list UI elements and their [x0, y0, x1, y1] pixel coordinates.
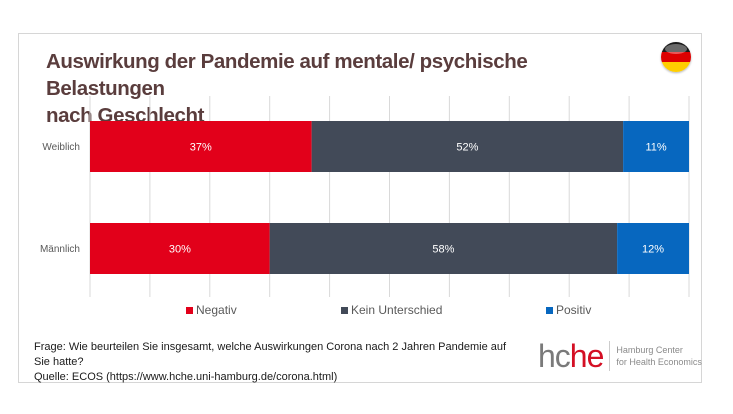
- data-label: 11%: [645, 142, 666, 154]
- legend-item-positiv: Positiv: [546, 303, 591, 317]
- logo-text-line-2: for Health Economics: [616, 357, 702, 367]
- data-label: 58%: [432, 244, 454, 256]
- logo-mark: hche: [538, 338, 604, 374]
- logo-divider: [609, 341, 611, 371]
- legend-label-positiv: Positiv: [556, 303, 592, 317]
- source-line: Quelle: ECOS (https://www.hche.uni-hambu…: [34, 371, 338, 383]
- category-label: Weiblich: [42, 142, 80, 153]
- question-line-2: Sie hatte?: [34, 356, 84, 368]
- data-label: 12%: [642, 244, 664, 256]
- category-labels: Weiblich Männlich: [40, 142, 80, 255]
- bar-segment: [269, 223, 618, 274]
- legend-item-kein-unterschied: Kein Unterschied: [341, 303, 442, 317]
- bars: 37% 52% 11% 30% 58% 12%: [90, 121, 689, 274]
- hche-logo: hche Hamburg Center for Health Economics: [538, 340, 702, 372]
- chart-frame: [18, 33, 702, 383]
- bar-segment: [90, 223, 270, 274]
- data-label: 37%: [190, 142, 212, 154]
- legend-label-negativ: Negativ: [196, 303, 237, 317]
- legend-swatch-kein-unterschied: [341, 306, 348, 314]
- data-label: 30%: [169, 244, 191, 256]
- bar-segment: [623, 121, 689, 172]
- title-line-1: Auswirkung der Pandemie auf mentale/ psy…: [46, 50, 528, 100]
- germany-flag-icon: [661, 42, 691, 72]
- legend-swatch-negativ: [186, 306, 193, 314]
- legend-label-kein-unterschied: Kein Unterschied: [351, 303, 443, 317]
- logo-text-line-1: Hamburg Center: [616, 345, 683, 355]
- data-label: 52%: [456, 142, 478, 154]
- bar-segment: [311, 121, 624, 172]
- legend-item-negativ: Negativ: [186, 303, 237, 317]
- legend-swatch-positiv: [546, 306, 553, 314]
- question-line-1: Frage: Wie beurteilen Sie insgesamt, wel…: [34, 341, 507, 353]
- bar-segment: [90, 121, 312, 172]
- category-label: Männlich: [40, 244, 80, 255]
- bar-segment: [617, 223, 689, 274]
- logo-text: Hamburg Center for Health Economics: [616, 344, 702, 368]
- footer-note: Frage: Wie beurteilen Sie insgesamt, wel…: [34, 340, 514, 385]
